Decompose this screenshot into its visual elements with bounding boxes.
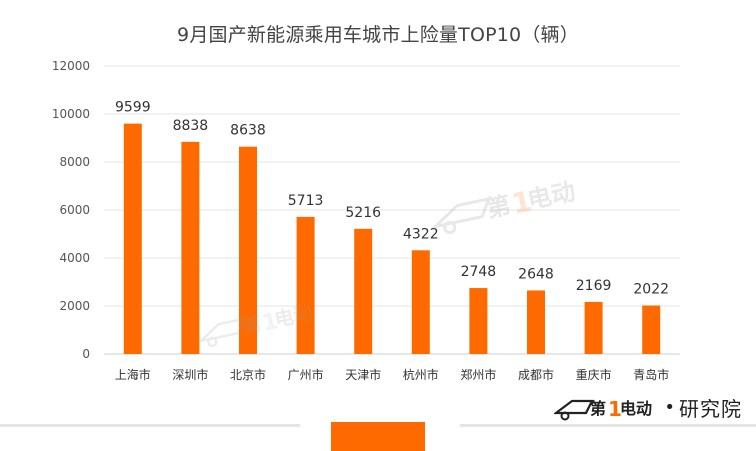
data-label: 9599 <box>115 100 151 116</box>
y-axis: 0 2000 4000 6000 8000 10000 12000 <box>52 59 90 361</box>
y-tick-label: 8000 <box>59 155 90 169</box>
x-tick-label: 广州市 <box>288 367 324 382</box>
data-label: 4322 <box>403 226 439 242</box>
data-label: 2748 <box>461 264 497 280</box>
svg-text:1: 1 <box>608 397 622 421</box>
footer-brand: 第 1 电动 • 研究院 <box>554 392 742 422</box>
bar <box>354 228 373 354</box>
x-tick-label: 深圳市 <box>172 367 208 382</box>
brand-logo-icon: 第 1 电动 <box>554 397 652 421</box>
y-tick-label: 12000 <box>52 59 90 73</box>
y-tick-label: 4000 <box>59 251 90 265</box>
bar <box>181 141 200 354</box>
svg-text:电动: 电动 <box>620 399 652 418</box>
x-tick-label: 上海市 <box>115 367 151 382</box>
bar <box>123 123 142 355</box>
bottom-accent-bar <box>331 422 425 451</box>
data-label: 8838 <box>173 118 209 134</box>
svg-text:第: 第 <box>590 399 606 418</box>
x-tick-label: 重庆市 <box>576 367 612 382</box>
data-labels: 9599 8838 8638 5713 5216 4322 2748 2648 2169 2022 <box>115 100 669 298</box>
data-label: 8638 <box>230 123 266 139</box>
footer-separator-dot: • <box>664 396 675 418</box>
bar <box>239 146 257 354</box>
bars <box>123 123 661 355</box>
y-tick-label: 0 <box>82 347 90 361</box>
data-label: 5216 <box>345 205 381 221</box>
gridlines <box>104 65 680 355</box>
footer-org-name: 研究院 <box>679 396 742 421</box>
bar <box>642 305 661 354</box>
bar <box>527 290 545 354</box>
x-axis: 上海市 深圳市 北京市 广州市 天津市 杭州市 郑州市 成都市 重庆市 青岛市 <box>115 367 669 382</box>
bar <box>469 288 488 354</box>
x-tick-label: 北京市 <box>230 367 266 382</box>
x-tick-label: 天津市 <box>345 367 381 382</box>
x-tick-label: 杭州市 <box>403 367 439 382</box>
bar <box>584 301 603 354</box>
data-label: 2022 <box>633 281 669 297</box>
bar <box>296 216 315 354</box>
y-tick-label: 10000 <box>52 107 90 121</box>
data-label: 2169 <box>576 278 612 294</box>
bottom-rule <box>0 424 756 427</box>
y-tick-label: 6000 <box>59 203 90 217</box>
chart-title: 9月国产新能源乘用车城市上险量TOP10（辆） <box>177 24 579 46</box>
bar <box>411 250 430 354</box>
data-label: 5713 <box>288 193 324 209</box>
x-tick-label: 郑州市 <box>460 367 496 382</box>
x-tick-label: 青岛市 <box>633 367 669 382</box>
data-label: 2648 <box>518 266 554 282</box>
y-tick-label: 2000 <box>59 299 90 313</box>
x-tick-label: 成都市 <box>518 367 554 382</box>
